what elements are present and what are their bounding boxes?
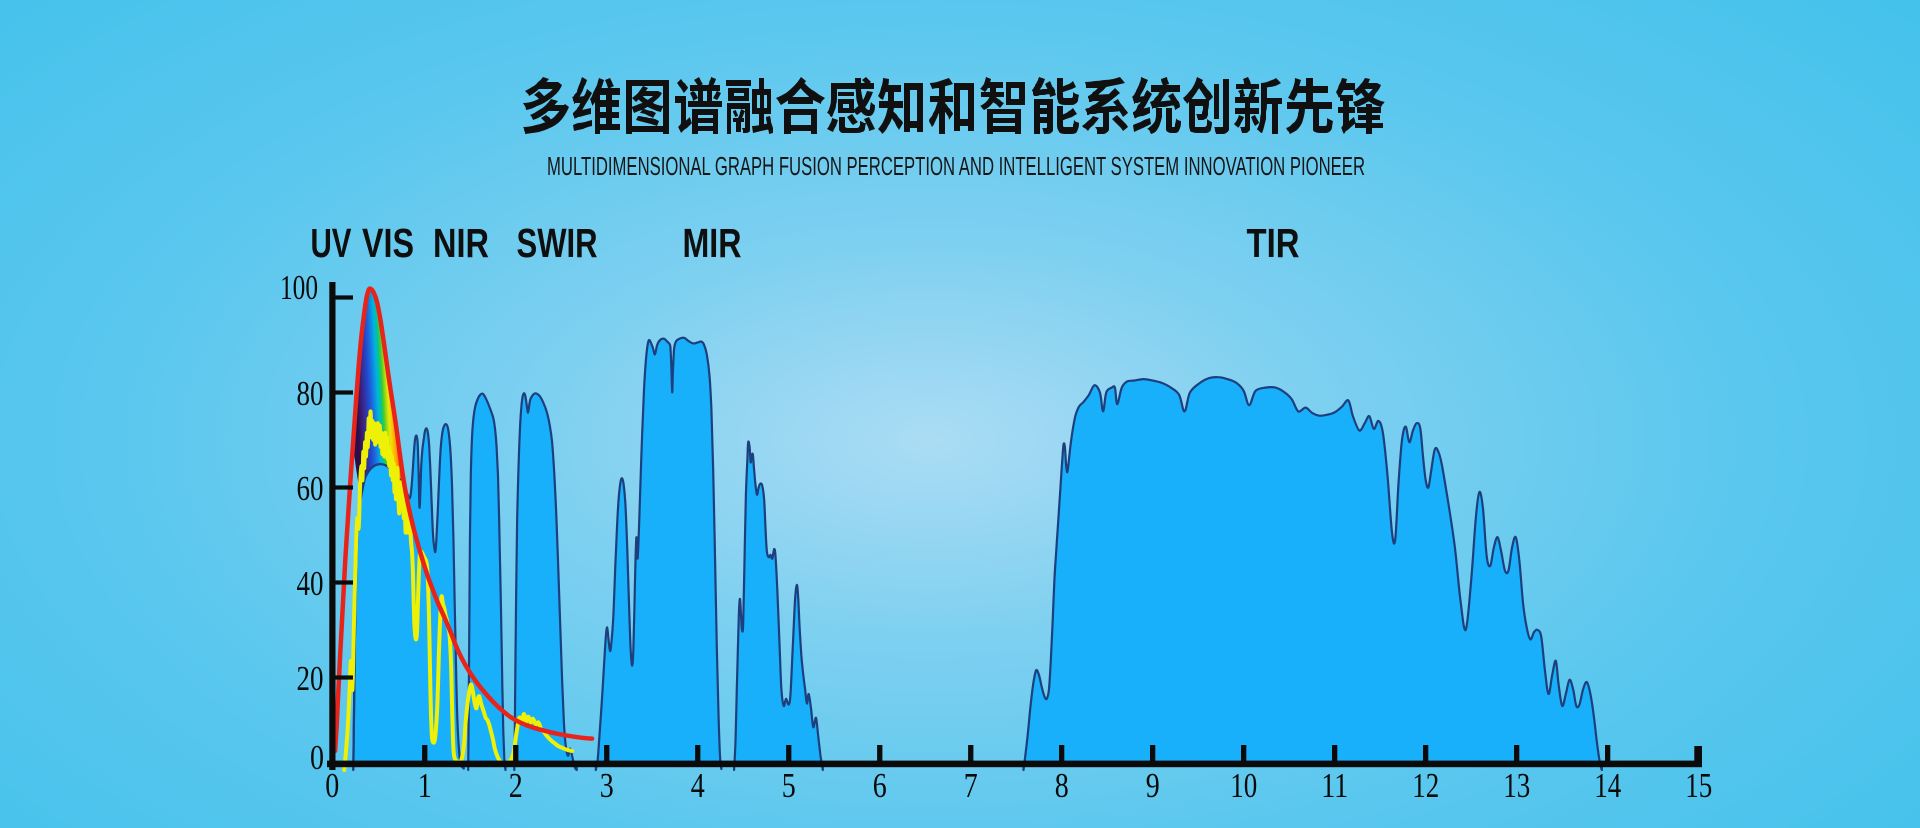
svg-text:15: 15 xyxy=(1685,766,1712,805)
svg-text:100: 100 xyxy=(280,268,318,307)
svg-text:2: 2 xyxy=(509,766,523,805)
svg-text:12: 12 xyxy=(1412,766,1439,805)
svg-text:UV: UV xyxy=(311,220,352,266)
svg-text:SWIR: SWIR xyxy=(517,220,598,266)
svg-text:3: 3 xyxy=(600,766,614,805)
svg-text:40: 40 xyxy=(297,564,324,603)
svg-text:20: 20 xyxy=(297,659,324,698)
svg-text:TIR: TIR xyxy=(1247,220,1300,266)
svg-text:0: 0 xyxy=(325,766,339,805)
svg-text:1: 1 xyxy=(418,766,432,805)
svg-text:10: 10 xyxy=(1230,766,1257,805)
svg-text:60: 60 xyxy=(297,469,324,508)
svg-text:6: 6 xyxy=(873,766,887,805)
svg-text:7: 7 xyxy=(964,766,978,805)
svg-text:NIR: NIR xyxy=(433,220,489,266)
svg-text:14: 14 xyxy=(1594,766,1621,805)
svg-text:MIR: MIR xyxy=(683,220,742,266)
svg-text:0: 0 xyxy=(310,738,324,777)
svg-text:8: 8 xyxy=(1055,766,1069,805)
svg-text:4: 4 xyxy=(691,766,705,805)
svg-text:80: 80 xyxy=(297,374,324,413)
svg-text:VIS: VIS xyxy=(362,220,414,266)
svg-text:MULTIDIMENSIONAL GRAPH FUSION: MULTIDIMENSIONAL GRAPH FUSION PERCEPTION… xyxy=(547,151,1365,181)
svg-text:5: 5 xyxy=(782,766,796,805)
svg-text:13: 13 xyxy=(1503,766,1530,805)
svg-text:11: 11 xyxy=(1321,766,1348,805)
svg-text:9: 9 xyxy=(1146,766,1160,805)
